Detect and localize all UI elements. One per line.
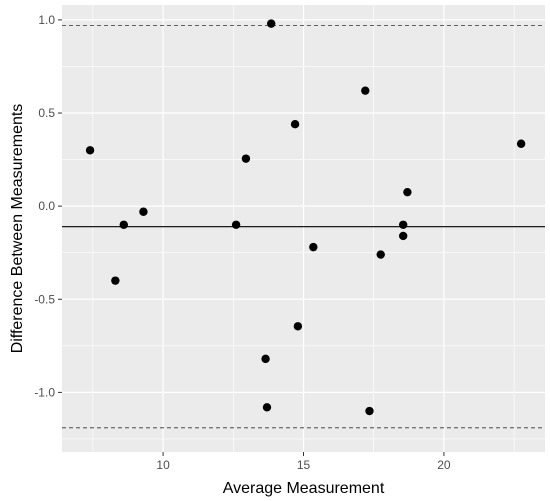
- data-point: [85, 146, 95, 155]
- data-point: [376, 250, 385, 259]
- x-tick-label: 10: [156, 458, 170, 472]
- data-point: [293, 322, 303, 331]
- data-point: [241, 154, 251, 163]
- x-tick-label: 15: [297, 458, 311, 472]
- y-tick-label: 1.0: [38, 13, 55, 27]
- data-point: [267, 19, 276, 28]
- data-points: [85, 19, 526, 416]
- y-axis-title: Difference Between Measurements: [9, 104, 26, 354]
- data-point: [365, 406, 374, 416]
- data-point: [361, 86, 370, 95]
- y-axis-ticks: 1.0 0.5 0.0 -0.5 -1.0: [34, 13, 62, 399]
- data-point: [403, 187, 412, 197]
- x-tick-label: 20: [437, 458, 451, 472]
- data-point: [516, 139, 526, 148]
- data-point: [261, 354, 270, 364]
- data-point: [290, 120, 300, 129]
- x-axis-title: Average Measurement: [223, 480, 385, 497]
- y-tick-label: 0.5: [38, 106, 55, 120]
- major-gridlines: [62, 5, 545, 452]
- y-tick-label: -0.5: [34, 292, 55, 306]
- data-point: [398, 220, 408, 229]
- data-point: [309, 242, 318, 252]
- x-axis-ticks: 10 15 20: [156, 452, 451, 472]
- data-point: [262, 403, 272, 412]
- data-point: [139, 207, 148, 216]
- data-point: [119, 220, 128, 229]
- y-tick-label: 0.0: [38, 199, 55, 213]
- reference-lines: [62, 25, 545, 429]
- y-tick-label: -1.0: [34, 385, 55, 399]
- data-point: [231, 220, 241, 229]
- data-point: [111, 276, 120, 285]
- data-point: [398, 231, 408, 241]
